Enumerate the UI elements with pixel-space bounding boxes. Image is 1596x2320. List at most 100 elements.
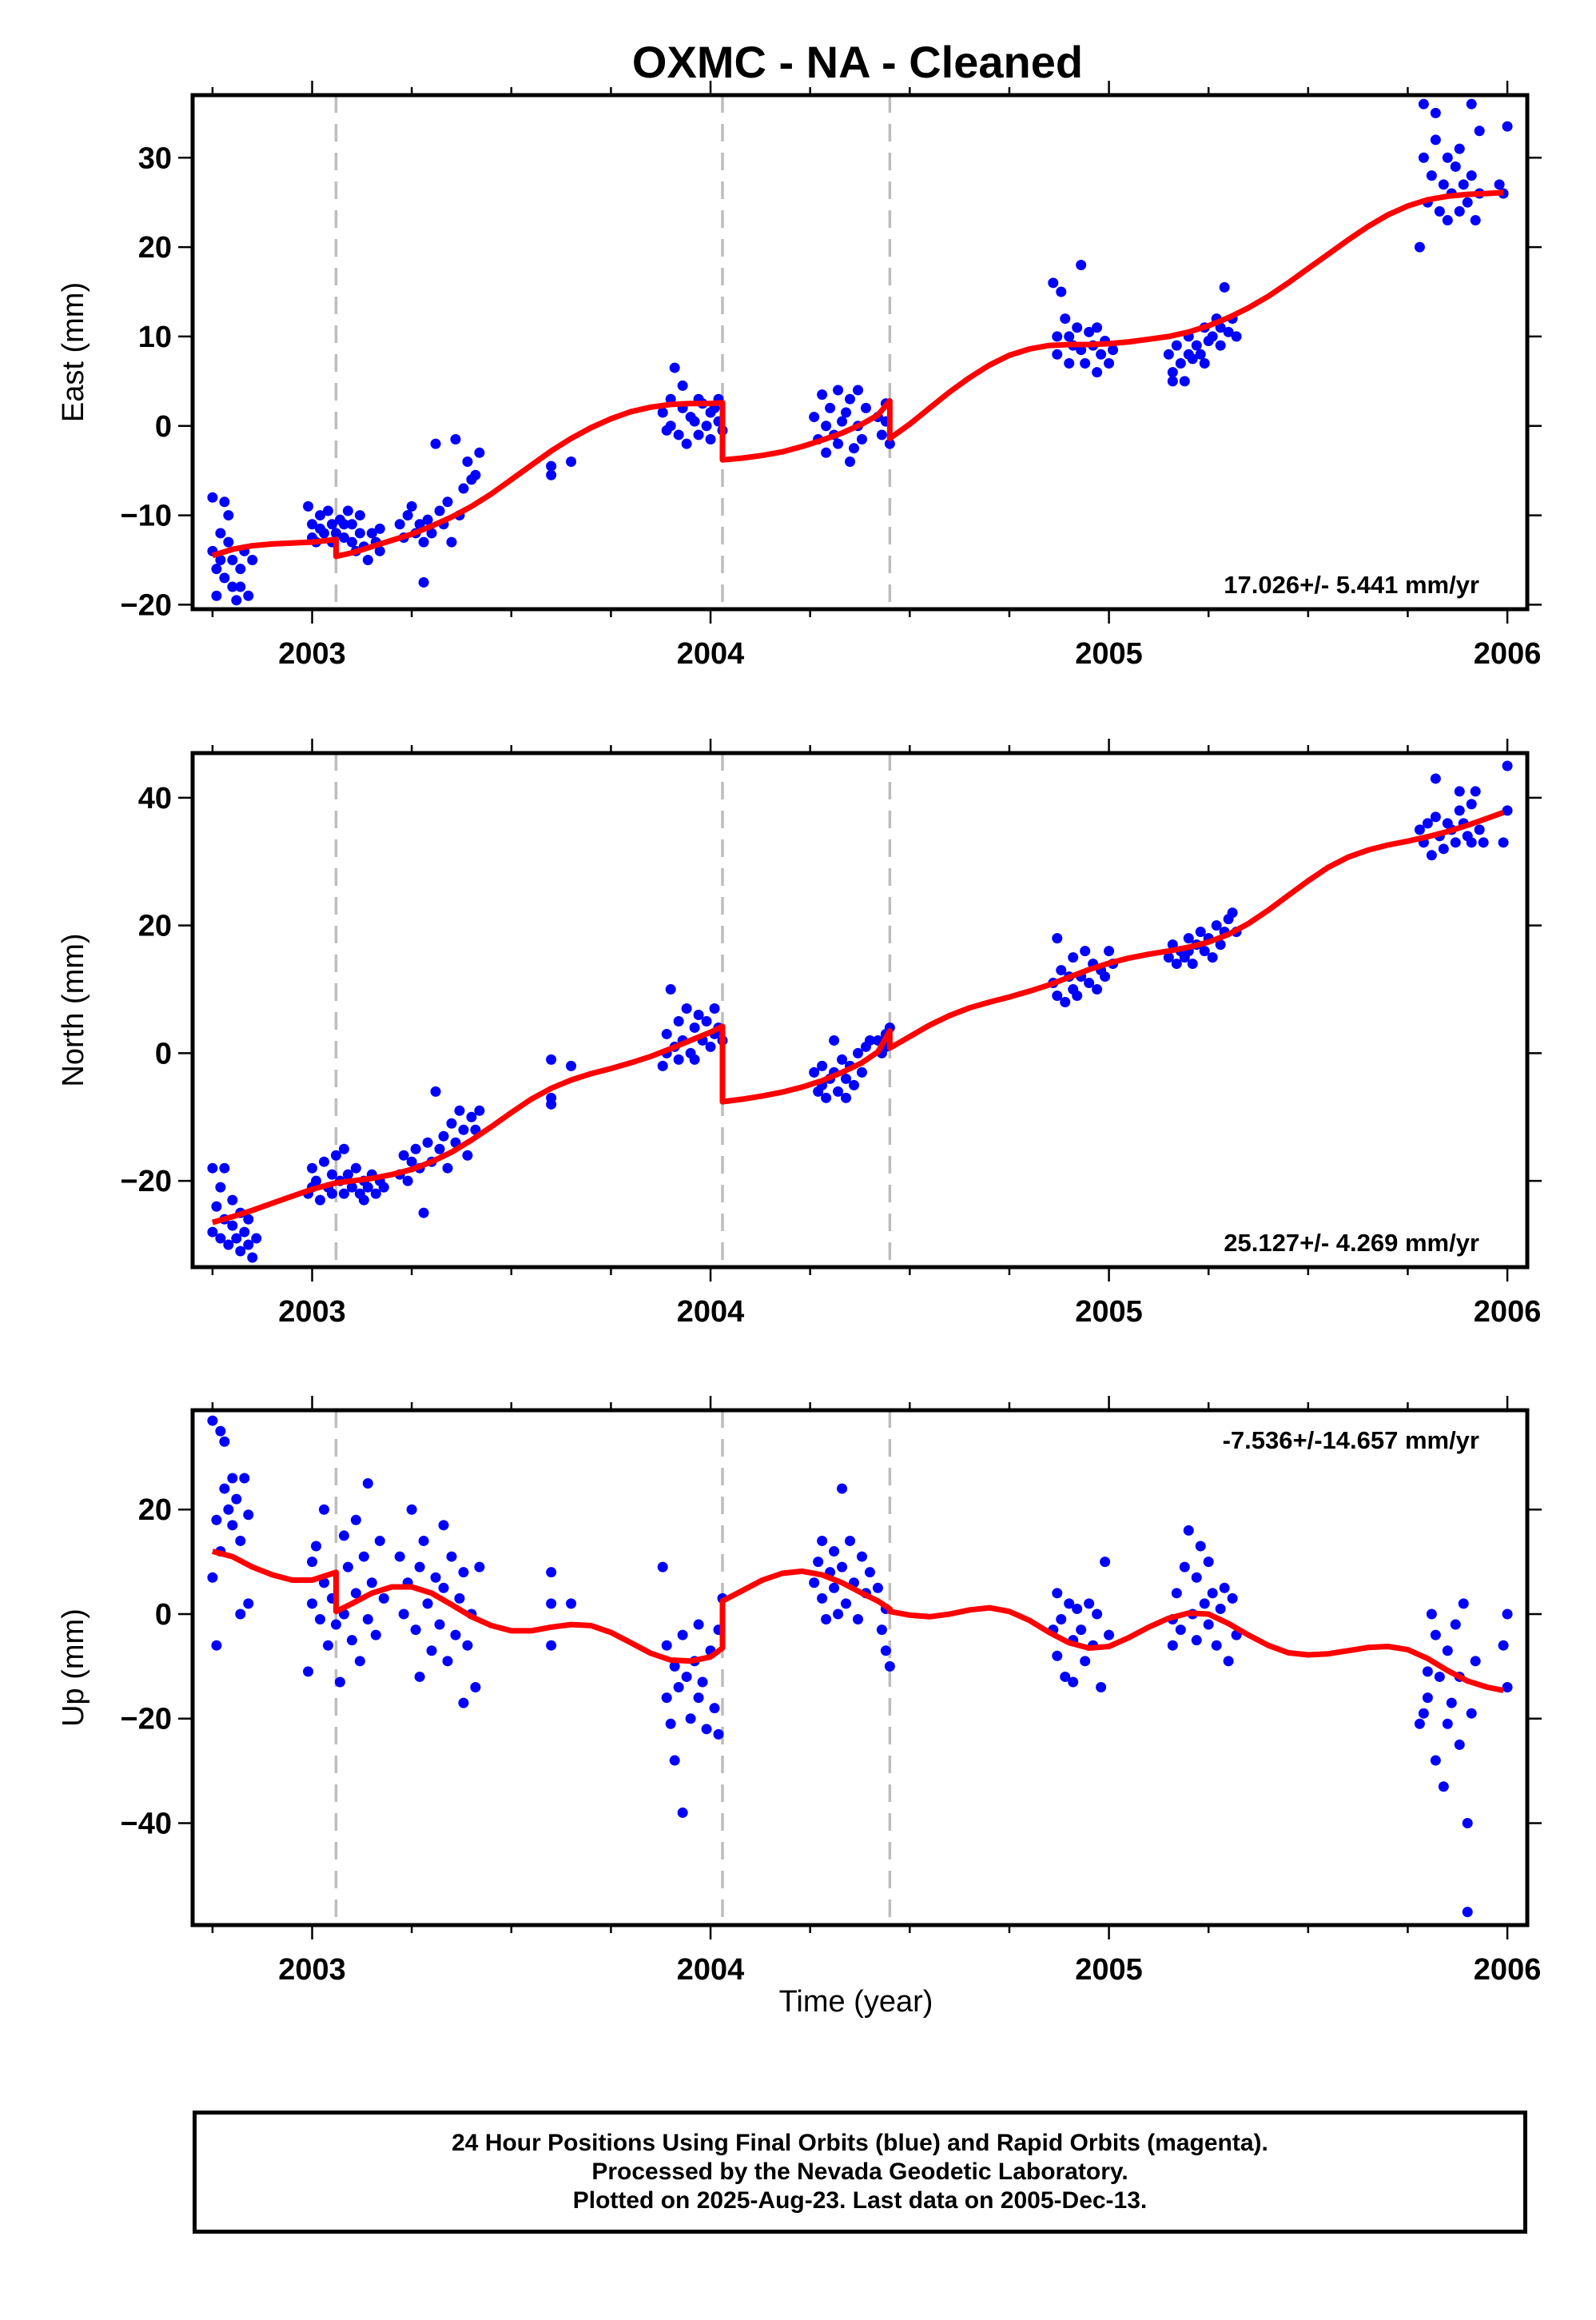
north-data-point	[841, 1073, 852, 1084]
north-data-point	[705, 1041, 716, 1052]
up-data-point	[1426, 1608, 1437, 1620]
up-x-tick-label: 2004	[677, 1953, 745, 1987]
up-data-point	[1434, 1671, 1445, 1682]
up-data-point	[1052, 1650, 1063, 1661]
up-data-point	[1179, 1561, 1190, 1573]
up-y-tick-label: −40	[121, 1808, 172, 1841]
up-data-point	[1183, 1525, 1194, 1536]
east-data-point	[1092, 367, 1103, 378]
east-data-point	[845, 456, 856, 467]
north-data-point	[207, 1226, 218, 1238]
north-y-tick-label: −20	[121, 1165, 172, 1198]
north-data-point	[462, 1150, 473, 1161]
east-data-point	[1171, 340, 1182, 351]
east-data-point	[1187, 353, 1198, 365]
up-data-point	[546, 1567, 557, 1578]
up-data-point	[1175, 1624, 1186, 1636]
east-data-point	[362, 554, 373, 565]
east-data-point	[1426, 170, 1437, 181]
up-data-point	[354, 1656, 365, 1667]
north-data-point	[1195, 927, 1206, 938]
east-data-point	[319, 528, 330, 539]
east-data-point	[1434, 205, 1445, 217]
up-data-point	[1080, 1656, 1091, 1667]
east-data-point	[1474, 126, 1485, 137]
up-data-point	[474, 1561, 485, 1573]
up-data-point	[231, 1493, 242, 1505]
east-data-point	[1462, 197, 1473, 208]
up-data-point	[1076, 1624, 1087, 1636]
east-data-point	[1442, 215, 1453, 226]
north-data-point	[338, 1188, 349, 1199]
up-data-point	[334, 1676, 345, 1688]
up-model-line	[212, 1549, 1504, 1693]
up-data-point	[669, 1755, 680, 1766]
east-data-point	[219, 572, 230, 584]
east-y-tick-label: −10	[121, 500, 172, 533]
north-data-point	[231, 1233, 242, 1244]
north-data-point	[1207, 952, 1218, 963]
east-data-point	[470, 469, 481, 480]
north-data-point	[1502, 760, 1513, 771]
north-data-point	[207, 1162, 218, 1174]
north-data-point	[837, 1054, 848, 1065]
up-data-point	[366, 1577, 377, 1589]
north-x-tick-label: 2005	[1075, 1295, 1143, 1329]
up-data-point	[872, 1582, 883, 1593]
east-data-point	[1494, 179, 1505, 190]
north-data-point	[1438, 843, 1449, 855]
east-data-point	[1048, 277, 1059, 289]
north-data-point	[326, 1169, 337, 1180]
up-data-point	[669, 1660, 680, 1672]
east-x-tick-label: 2006	[1474, 637, 1542, 671]
up-data-point	[1203, 1557, 1214, 1568]
north-data-point	[402, 1175, 413, 1186]
east-data-point	[346, 536, 357, 548]
up-plot-frame	[190, 1408, 1530, 1927]
up-data-point	[211, 1640, 222, 1651]
east-data-point	[1454, 205, 1465, 217]
north-data-point	[841, 1092, 852, 1103]
up-data-point	[1199, 1598, 1210, 1609]
east-data-point	[1458, 179, 1469, 190]
up-data-point	[1207, 1588, 1218, 1599]
east-data-point	[1454, 143, 1465, 154]
up-data-point	[884, 1660, 895, 1672]
up-data-point	[319, 1504, 330, 1515]
north-data-point	[319, 1156, 330, 1167]
east-data-point	[1418, 98, 1429, 110]
up-data-point	[362, 1478, 373, 1489]
east-data-point	[665, 421, 676, 432]
up-data-point	[243, 1509, 254, 1521]
up-data-point	[358, 1551, 369, 1562]
up-data-point	[665, 1718, 676, 1729]
up-data-point	[378, 1593, 389, 1604]
north-data-point	[701, 1015, 712, 1026]
up-data-point	[1502, 1682, 1513, 1693]
up-data-point	[322, 1640, 333, 1651]
up-data-point	[207, 1415, 218, 1426]
up-data-point	[414, 1671, 425, 1682]
east-data-point	[837, 416, 848, 427]
north-data-point	[1498, 837, 1509, 848]
up-data-point	[362, 1614, 373, 1625]
up-data-point	[833, 1608, 844, 1620]
east-data-point	[1450, 161, 1461, 172]
up-data-point	[697, 1676, 708, 1688]
east-data-point	[1167, 376, 1178, 387]
up-data-point	[1052, 1588, 1063, 1599]
up-data-point	[1502, 1608, 1513, 1620]
east-data-point	[821, 447, 832, 458]
east-data-point	[1108, 345, 1119, 356]
up-data-point	[1454, 1739, 1465, 1750]
up-data-point	[837, 1561, 848, 1573]
north-data-point	[1466, 837, 1477, 848]
north-data-point	[1056, 965, 1067, 976]
up-data-point	[1422, 1666, 1433, 1677]
east-data-point	[677, 380, 688, 391]
up-data-point	[227, 1473, 238, 1484]
east-data-point	[227, 581, 238, 592]
north-data-point	[546, 1054, 557, 1065]
up-data-point	[207, 1572, 218, 1583]
